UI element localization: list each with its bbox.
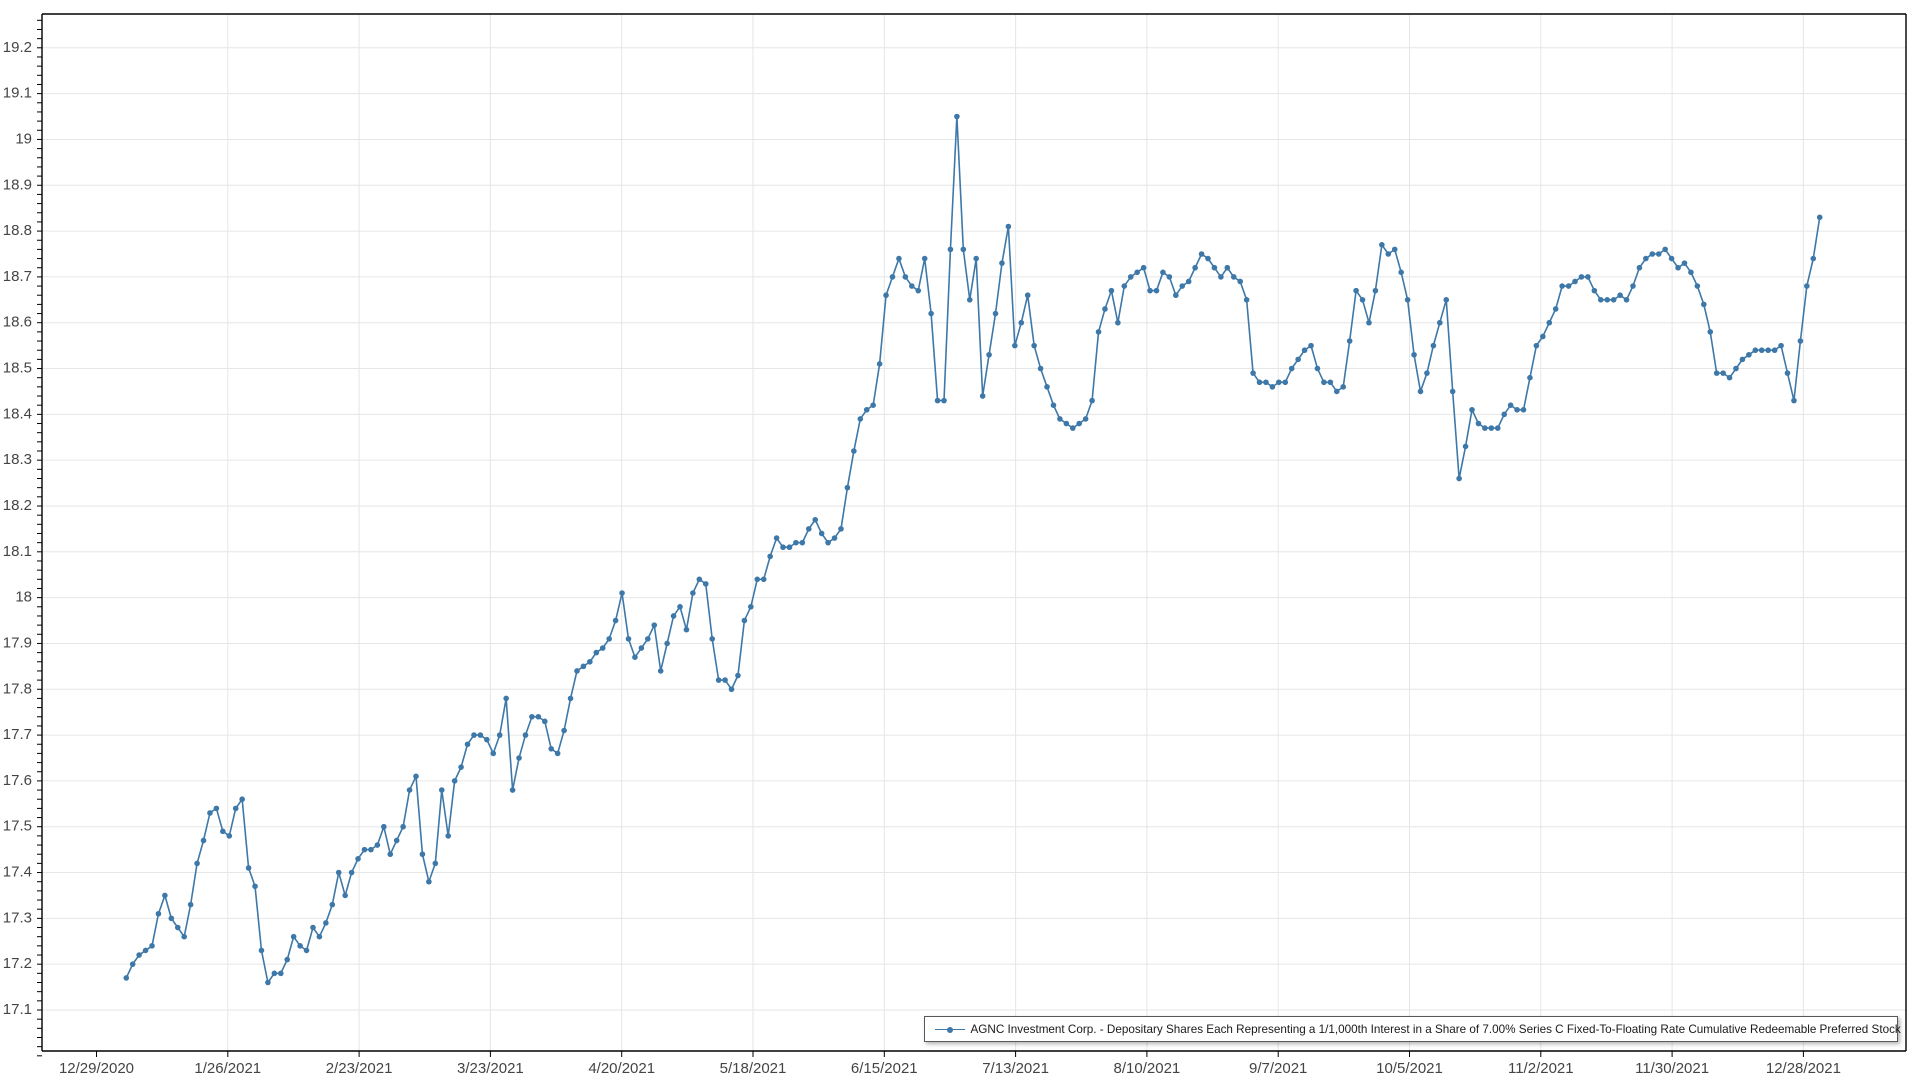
svg-text:18.7: 18.7 [3, 268, 32, 285]
svg-text:4/20/2021: 4/20/2021 [588, 1060, 655, 1077]
svg-text:17.8: 17.8 [3, 680, 32, 697]
svg-text:18.6: 18.6 [3, 314, 32, 331]
svg-text:17.2: 17.2 [3, 955, 32, 972]
svg-text:8/10/2021: 8/10/2021 [1114, 1060, 1181, 1077]
svg-text:18.4: 18.4 [3, 405, 32, 422]
svg-text:18.3: 18.3 [3, 451, 32, 468]
svg-text:17.3: 17.3 [3, 909, 32, 926]
svg-text:17.5: 17.5 [3, 818, 32, 835]
svg-text:12/29/2020: 12/29/2020 [59, 1060, 134, 1077]
svg-text:19: 19 [15, 130, 32, 147]
svg-text:9/7/2021: 9/7/2021 [1249, 1060, 1307, 1077]
svg-text:18.1: 18.1 [3, 543, 32, 560]
svg-text:17.1: 17.1 [3, 1001, 32, 1018]
svg-text:17.9: 17.9 [3, 634, 32, 651]
svg-text:7/13/2021: 7/13/2021 [982, 1060, 1049, 1077]
svg-text:18: 18 [15, 589, 32, 606]
svg-text:3/23/2021: 3/23/2021 [457, 1060, 524, 1077]
svg-text:11/30/2021: 11/30/2021 [1635, 1060, 1709, 1077]
svg-text:11/2/2021: 11/2/2021 [1508, 1060, 1574, 1077]
svg-text:19.1: 19.1 [3, 85, 32, 102]
svg-text:19.2: 19.2 [3, 39, 32, 56]
svg-text:18.9: 18.9 [3, 176, 32, 193]
svg-text:5/18/2021: 5/18/2021 [720, 1060, 787, 1077]
svg-text:17.4: 17.4 [3, 864, 32, 881]
svg-text:12/28/2021: 12/28/2021 [1766, 1060, 1841, 1077]
svg-text:1/26/2021: 1/26/2021 [194, 1060, 261, 1077]
svg-text:2/23/2021: 2/23/2021 [326, 1060, 393, 1077]
svg-text:6/15/2021: 6/15/2021 [851, 1060, 918, 1077]
svg-text:17.6: 17.6 [3, 772, 32, 789]
svg-text:18.5: 18.5 [3, 360, 32, 377]
svg-text:18.8: 18.8 [3, 222, 32, 239]
svg-text:18.2: 18.2 [3, 497, 32, 514]
svg-text:10/5/2021: 10/5/2021 [1376, 1060, 1443, 1077]
svg-text:17.7: 17.7 [3, 726, 32, 743]
